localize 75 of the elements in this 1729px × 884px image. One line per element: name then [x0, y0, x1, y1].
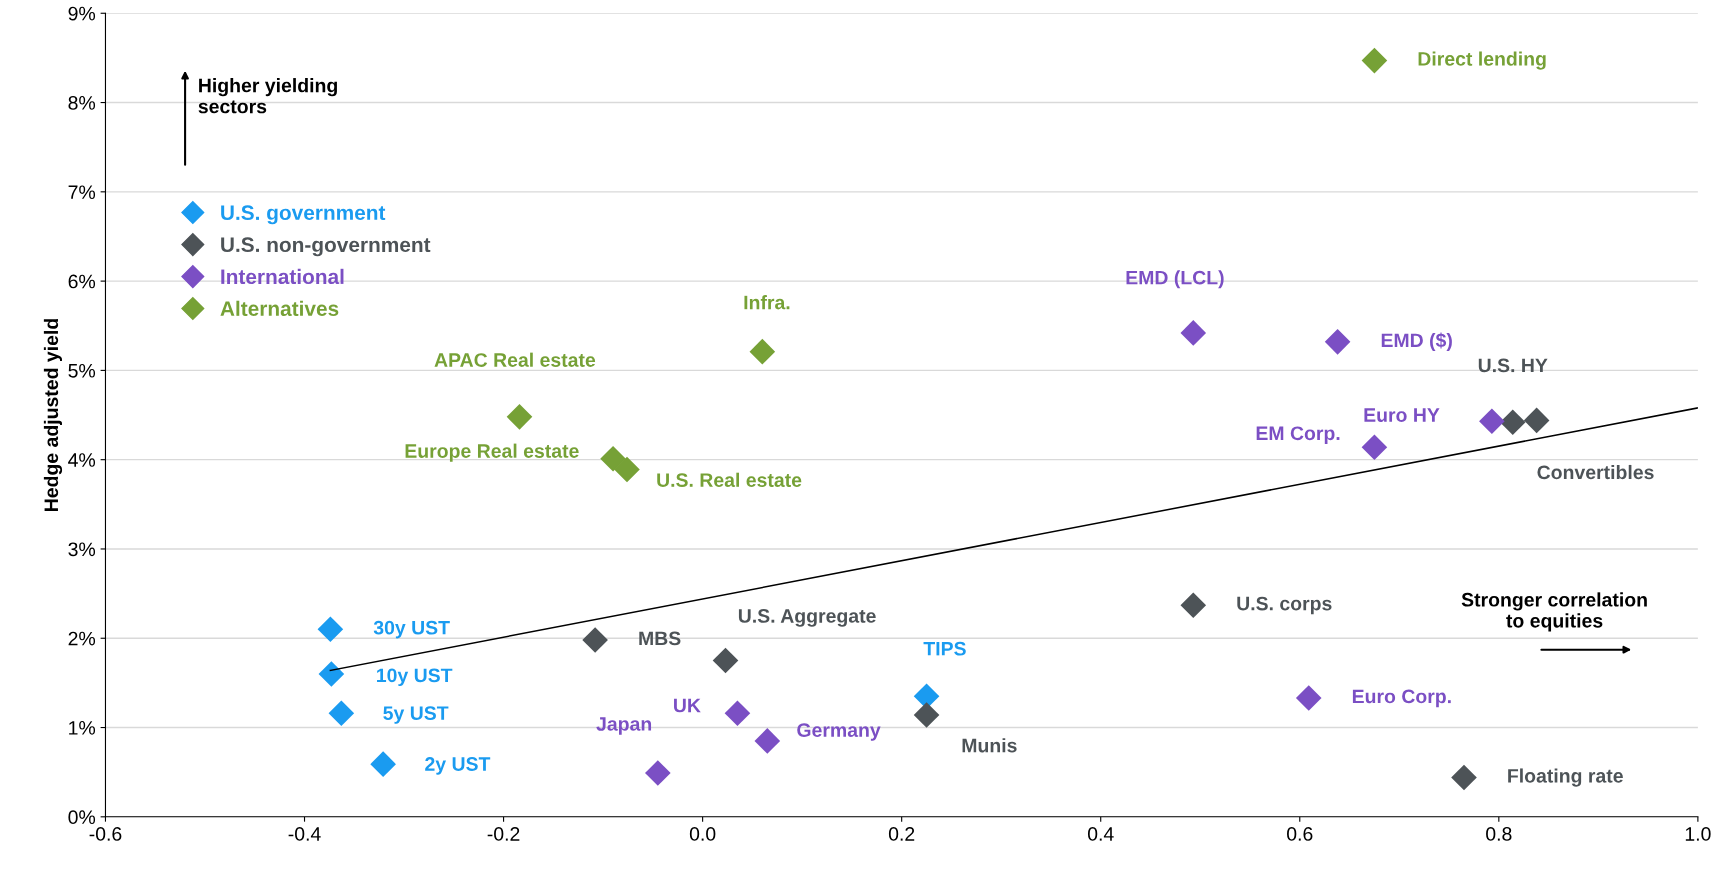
x-tick-label: 0.6 — [1287, 827, 1313, 841]
point — [1451, 764, 1477, 791]
annotation: Floating rate — [1508, 768, 1623, 787]
annotation: 5y UST — [383, 706, 449, 724]
point — [600, 445, 626, 472]
y-tick-label: 3% — [68, 542, 96, 557]
x-tick-label: 0.4 — [1087, 827, 1114, 841]
point — [1499, 409, 1526, 435]
annotation: EMD ($) — [1381, 332, 1452, 352]
annotation: Germany — [797, 723, 881, 741]
point — [1180, 320, 1207, 346]
x-tick-label: 0.0 — [689, 827, 716, 841]
legend-label: U.S. non-government — [221, 237, 431, 257]
point — [712, 647, 739, 674]
point — [749, 338, 776, 365]
annotation: U.S. Aggregate — [738, 609, 876, 627]
point — [318, 661, 345, 687]
x-tick-label: -0.6 — [89, 827, 122, 841]
x-tick-label: -0.2 — [487, 827, 520, 841]
point — [724, 700, 751, 727]
y-tick-label: 8% — [68, 96, 96, 110]
x-tick-label: 0.8 — [1486, 827, 1512, 841]
point — [1180, 592, 1207, 619]
point — [754, 728, 781, 754]
point — [506, 404, 533, 430]
y-tick-label: 4% — [68, 453, 96, 467]
annotation: Stronger correlation to equities — [1461, 592, 1647, 632]
y-axis-title: Hedge adjusted yield — [43, 319, 63, 511]
y-tick-label: 6% — [68, 274, 96, 289]
x-tick-label: 1.0 — [1685, 827, 1711, 841]
legend-label: Alternatives — [220, 300, 339, 317]
point — [614, 456, 640, 483]
y-tick-label: 7% — [68, 185, 96, 199]
x-tick-label: 0.2 — [888, 827, 915, 841]
annotation: 30y UST — [373, 620, 450, 639]
point — [1295, 685, 1322, 711]
annotation: UK — [674, 698, 701, 713]
point — [317, 616, 344, 643]
annotation: EMD (LCL) — [1126, 270, 1224, 289]
annotation: EM Corp. — [1256, 426, 1340, 444]
annotation: U.S. HY — [1478, 358, 1548, 373]
annotation: Munis — [962, 738, 1017, 753]
annotation: Direct lending — [1418, 51, 1546, 70]
point — [1361, 434, 1388, 460]
annotation: U.S. Real estate — [657, 472, 802, 487]
point — [1324, 329, 1351, 355]
annotation: 2y UST — [425, 757, 491, 775]
legend-label: U.S. government — [221, 205, 386, 225]
annotation: Euro Corp. — [1352, 689, 1451, 708]
annotation: Convertibles — [1537, 464, 1654, 480]
point — [1361, 47, 1388, 74]
point — [913, 702, 940, 728]
y-tick-label: 5% — [68, 363, 96, 378]
annotation: APAC Real estate — [434, 352, 596, 367]
point — [582, 627, 608, 653]
point — [328, 700, 355, 727]
annotation: Euro HY — [1364, 408, 1440, 422]
annotation: Higher yielding sectors — [198, 78, 337, 114]
y-tick-label: 9% — [68, 6, 96, 21]
point — [370, 751, 396, 777]
annotation: U.S. corps — [1237, 596, 1332, 615]
point — [1479, 408, 1505, 435]
annotation: Japan — [596, 717, 652, 735]
annotation: 10y UST — [377, 668, 453, 687]
annotation: Europe Real estate — [405, 443, 579, 462]
point — [645, 760, 671, 786]
legend-label: International — [221, 268, 344, 285]
annotation: MBS — [639, 631, 681, 646]
annotation: TIPS — [923, 641, 966, 656]
point — [1523, 407, 1550, 434]
y-tick-label: 2% — [68, 631, 96, 646]
annotation: Infra. — [744, 295, 790, 310]
y-tick-label: 0% — [68, 810, 96, 825]
y-tick-label: 1% — [69, 721, 96, 735]
x-tick-label: -0.4 — [288, 827, 321, 841]
